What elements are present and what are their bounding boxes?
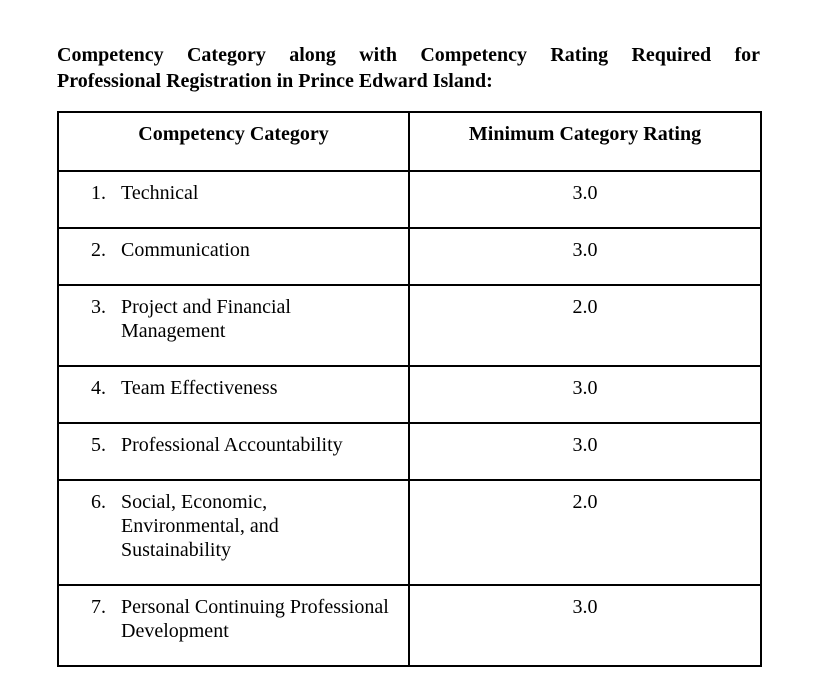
category-label: Project and Financial Management: [121, 296, 291, 342]
category-cell: 2. Communication: [57, 227, 410, 286]
competency-table: Competency Category Minimum Category Rat…: [57, 111, 762, 667]
table-row: 1. Technical 3.0: [57, 170, 762, 229]
table-row: 4. Team Effectiveness 3.0: [57, 365, 762, 424]
category-label: Social, Economic, Environmental, and Sus…: [121, 491, 279, 561]
table-row: 6. Social, Economic, Environmental, and …: [57, 479, 762, 586]
category-label: Professional Accountability: [121, 434, 343, 456]
category-label: Team Effectiveness: [121, 377, 278, 399]
rating-value: 3.0: [408, 422, 762, 481]
category-label: Communication: [121, 239, 250, 261]
category-cell: 4. Team Effectiveness: [57, 365, 410, 424]
rating-value: 3.0: [408, 584, 762, 667]
row-number: 6.: [91, 491, 106, 513]
table-row: 3. Project and Financial Management 2.0: [57, 284, 762, 367]
rating-value: 2.0: [408, 284, 762, 367]
table-row: 7. Personal Continuing Professional Deve…: [57, 584, 762, 667]
document-page: Competency Category along with Competenc…: [57, 42, 762, 667]
row-number: 3.: [91, 296, 106, 318]
table-header-row: Competency Category Minimum Category Rat…: [57, 111, 762, 172]
row-number: 5.: [91, 434, 106, 456]
table-header-rating: Minimum Category Rating: [408, 111, 762, 172]
category-label: Personal Continuing Professional Develop…: [121, 596, 389, 642]
page-title-line-1: Competency Category along with Competenc…: [57, 44, 760, 66]
category-label: Technical: [121, 182, 199, 204]
row-number: 1.: [91, 182, 106, 204]
category-cell: 3. Project and Financial Management: [57, 284, 410, 367]
row-number: 7.: [91, 596, 106, 618]
rating-value: 3.0: [408, 365, 762, 424]
page-title: Competency Category along with Competenc…: [57, 42, 760, 94]
page-title-line-2: Professional Registration in Prince Edwa…: [57, 70, 493, 92]
rating-value: 3.0: [408, 170, 762, 229]
row-number: 2.: [91, 239, 106, 261]
table-header-category: Competency Category: [57, 111, 410, 172]
category-cell: 6. Social, Economic, Environmental, and …: [57, 479, 410, 586]
category-cell: 5. Professional Accountability: [57, 422, 410, 481]
category-cell: 7. Personal Continuing Professional Deve…: [57, 584, 410, 667]
table-row: 5. Professional Accountability 3.0: [57, 422, 762, 481]
row-number: 4.: [91, 377, 106, 399]
table-row: 2. Communication 3.0: [57, 227, 762, 286]
rating-value: 2.0: [408, 479, 762, 586]
rating-value: 3.0: [408, 227, 762, 286]
category-cell: 1. Technical: [57, 170, 410, 229]
